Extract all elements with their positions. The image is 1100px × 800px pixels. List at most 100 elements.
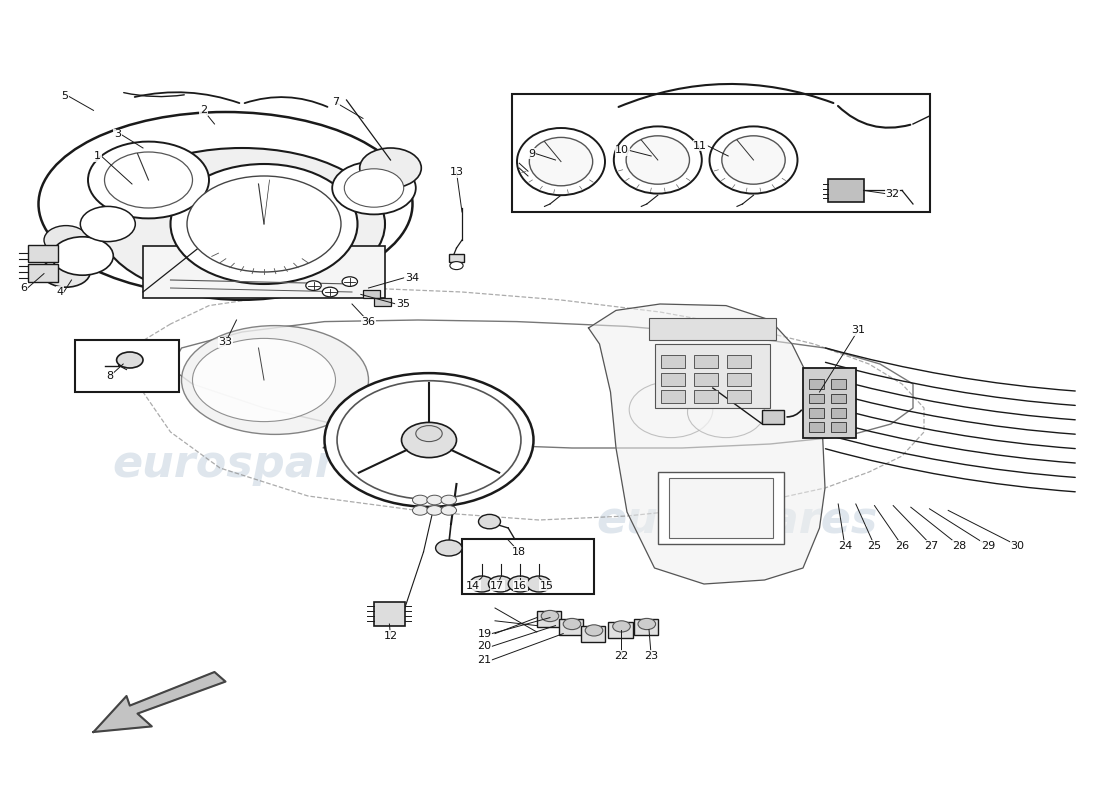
Ellipse shape bbox=[541, 610, 559, 622]
Ellipse shape bbox=[436, 540, 462, 556]
Ellipse shape bbox=[412, 495, 428, 505]
Bar bbox=[830, 408, 846, 418]
Bar bbox=[581, 626, 605, 642]
Ellipse shape bbox=[688, 386, 764, 438]
Bar bbox=[669, 478, 773, 538]
Ellipse shape bbox=[360, 148, 421, 188]
Text: 14: 14 bbox=[466, 581, 480, 590]
Polygon shape bbox=[588, 304, 825, 584]
Bar bbox=[808, 422, 824, 432]
Ellipse shape bbox=[306, 281, 321, 290]
Bar bbox=[694, 355, 718, 368]
Text: 1: 1 bbox=[95, 151, 101, 161]
Ellipse shape bbox=[629, 382, 713, 438]
Bar bbox=[363, 290, 379, 298]
Ellipse shape bbox=[88, 142, 209, 218]
Bar bbox=[661, 355, 685, 368]
Ellipse shape bbox=[427, 495, 442, 505]
Bar bbox=[649, 318, 776, 340]
Ellipse shape bbox=[450, 262, 463, 270]
Bar bbox=[694, 390, 718, 403]
Text: 22: 22 bbox=[615, 651, 628, 661]
Bar bbox=[75, 340, 179, 392]
Polygon shape bbox=[94, 672, 225, 732]
Text: 5: 5 bbox=[62, 91, 68, 101]
Text: 24: 24 bbox=[838, 541, 851, 550]
Bar bbox=[694, 373, 718, 386]
Ellipse shape bbox=[470, 576, 494, 592]
Ellipse shape bbox=[427, 506, 442, 515]
Text: 10: 10 bbox=[615, 146, 629, 155]
Ellipse shape bbox=[441, 495, 456, 505]
Ellipse shape bbox=[527, 576, 551, 592]
Bar bbox=[449, 254, 464, 262]
Ellipse shape bbox=[99, 148, 385, 300]
Ellipse shape bbox=[614, 126, 702, 194]
Ellipse shape bbox=[52, 237, 113, 275]
Text: 9: 9 bbox=[529, 149, 536, 158]
Ellipse shape bbox=[337, 381, 521, 499]
Bar bbox=[808, 379, 824, 389]
Ellipse shape bbox=[42, 257, 90, 287]
Ellipse shape bbox=[585, 625, 603, 636]
Bar bbox=[661, 373, 685, 386]
Ellipse shape bbox=[332, 162, 416, 214]
Text: 21: 21 bbox=[477, 655, 492, 665]
Text: 6: 6 bbox=[21, 283, 28, 293]
Bar bbox=[762, 410, 784, 424]
Ellipse shape bbox=[517, 128, 605, 195]
Ellipse shape bbox=[39, 112, 412, 296]
Text: 35: 35 bbox=[396, 299, 410, 309]
Text: 36: 36 bbox=[362, 317, 375, 326]
Text: 11: 11 bbox=[693, 141, 707, 150]
Bar bbox=[608, 622, 632, 638]
Bar bbox=[828, 179, 864, 202]
Text: 20: 20 bbox=[477, 642, 492, 651]
Text: 27: 27 bbox=[925, 541, 938, 550]
Ellipse shape bbox=[529, 138, 593, 186]
Ellipse shape bbox=[563, 618, 581, 630]
Text: eurospares: eurospares bbox=[112, 442, 394, 486]
Bar bbox=[803, 368, 856, 438]
Text: 23: 23 bbox=[645, 651, 658, 661]
Text: 3: 3 bbox=[114, 130, 121, 139]
Ellipse shape bbox=[508, 576, 532, 592]
Bar bbox=[830, 394, 846, 403]
Text: 32: 32 bbox=[886, 189, 900, 198]
Ellipse shape bbox=[324, 373, 534, 507]
Bar bbox=[727, 355, 751, 368]
Text: 31: 31 bbox=[851, 326, 865, 335]
Text: 18: 18 bbox=[513, 547, 526, 557]
Text: eurospares: eurospares bbox=[596, 498, 878, 542]
Ellipse shape bbox=[80, 206, 135, 242]
Text: 13: 13 bbox=[450, 167, 463, 177]
Ellipse shape bbox=[117, 352, 143, 368]
Bar bbox=[727, 373, 751, 386]
Bar bbox=[808, 408, 824, 418]
Text: 12: 12 bbox=[384, 631, 397, 641]
Ellipse shape bbox=[104, 152, 192, 208]
Bar bbox=[537, 611, 561, 627]
Bar bbox=[512, 94, 930, 212]
Ellipse shape bbox=[722, 136, 785, 184]
Ellipse shape bbox=[441, 506, 456, 515]
Bar bbox=[658, 472, 784, 544]
Bar bbox=[462, 539, 594, 594]
Text: 4: 4 bbox=[57, 287, 64, 297]
Text: 16: 16 bbox=[514, 581, 527, 590]
Text: 28: 28 bbox=[953, 541, 966, 550]
Bar bbox=[634, 619, 658, 635]
Text: 2: 2 bbox=[200, 106, 207, 115]
Bar bbox=[28, 245, 58, 262]
Ellipse shape bbox=[478, 514, 500, 529]
Ellipse shape bbox=[402, 422, 456, 458]
Text: 30: 30 bbox=[1011, 541, 1024, 550]
Bar bbox=[559, 619, 583, 635]
Bar bbox=[808, 394, 824, 403]
Text: 7: 7 bbox=[332, 98, 339, 107]
Ellipse shape bbox=[182, 326, 368, 434]
Text: 34: 34 bbox=[405, 273, 419, 282]
Text: 15: 15 bbox=[540, 581, 553, 590]
Bar bbox=[830, 379, 846, 389]
Ellipse shape bbox=[344, 169, 404, 207]
